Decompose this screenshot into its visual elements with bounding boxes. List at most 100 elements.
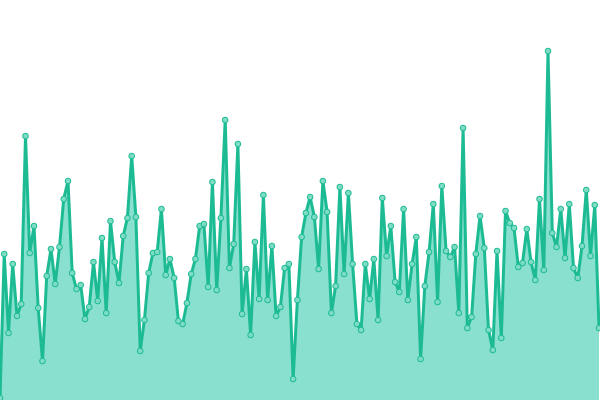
data-point-96 <box>404 296 412 304</box>
data-point-64 <box>268 242 276 250</box>
data-point-12 <box>47 245 55 253</box>
data-point-26 <box>107 217 114 225</box>
data-point-103 <box>434 298 441 306</box>
data-point-51 <box>213 286 220 294</box>
data-point-132 <box>557 205 565 213</box>
data-point-107 <box>451 243 458 251</box>
data-point-87 <box>366 295 373 303</box>
data-point-53 <box>221 116 229 124</box>
data-point-101 <box>425 248 433 256</box>
data-point-123 <box>519 259 526 267</box>
data-point-5 <box>17 300 25 308</box>
data-point-72 <box>302 209 310 217</box>
data-point-11 <box>43 272 51 280</box>
data-point-140 <box>591 201 599 209</box>
data-point-55 <box>230 240 237 248</box>
data-point-23 <box>94 297 102 305</box>
data-point-14 <box>56 243 63 251</box>
data-point-3 <box>9 260 17 268</box>
data-point-98 <box>413 233 420 241</box>
data-point-22 <box>90 258 97 266</box>
data-point-108 <box>455 309 463 317</box>
data-point-111 <box>468 313 475 321</box>
data-point-57 <box>238 310 246 318</box>
data-point-44 <box>183 299 191 307</box>
data-point-21 <box>85 303 93 311</box>
data-point-34 <box>141 316 148 324</box>
data-point-139 <box>587 252 594 260</box>
data-point-86 <box>362 260 369 268</box>
data-point-81 <box>340 270 348 278</box>
data-point-10 <box>39 357 46 365</box>
data-point-7 <box>26 249 34 257</box>
data-point-106 <box>447 253 454 261</box>
data-point-105 <box>442 247 450 255</box>
series-line <box>0 49 600 399</box>
data-point-133 <box>561 254 569 262</box>
data-point-8 <box>30 222 38 230</box>
data-point-70 <box>294 296 301 304</box>
data-point-46 <box>192 255 199 263</box>
data-point-83 <box>349 260 356 268</box>
data-point-2 <box>5 329 12 337</box>
data-point-89 <box>374 316 382 324</box>
data-point-43 <box>179 320 186 328</box>
data-point-92 <box>387 222 395 230</box>
data-point-32 <box>132 213 140 221</box>
data-point-82 <box>345 189 352 197</box>
data-point-73 <box>306 193 314 201</box>
data-point-109 <box>459 124 467 132</box>
data-point-24 <box>98 234 106 242</box>
data-point-markers <box>0 47 600 400</box>
data-point-52 <box>217 214 225 222</box>
data-point-35 <box>145 269 152 277</box>
data-point-110 <box>464 324 471 332</box>
data-point-49 <box>204 283 212 291</box>
data-point-16 <box>64 177 72 185</box>
data-point-130 <box>548 229 556 237</box>
data-point-115 <box>485 326 492 334</box>
data-point-66 <box>277 303 284 311</box>
data-point-59 <box>247 331 254 339</box>
data-point-114 <box>480 244 488 252</box>
data-point-76 <box>319 177 327 185</box>
data-point-131 <box>553 243 560 251</box>
data-point-19 <box>77 281 85 289</box>
data-point-4 <box>13 312 21 320</box>
data-point-91 <box>383 252 390 260</box>
data-point-88 <box>370 255 378 263</box>
data-point-63 <box>264 296 271 304</box>
data-point-18 <box>73 285 80 293</box>
data-point-116 <box>489 346 497 354</box>
data-point-62 <box>260 191 267 199</box>
data-point-48 <box>200 220 208 228</box>
data-point-79 <box>332 282 339 290</box>
data-point-27 <box>111 258 119 266</box>
data-point-122 <box>514 263 522 271</box>
data-point-65 <box>272 312 280 320</box>
data-point-90 <box>379 194 386 202</box>
data-point-0 <box>0 394 4 400</box>
data-point-84 <box>353 320 361 328</box>
data-point-78 <box>328 309 335 317</box>
data-point-29 <box>119 232 127 240</box>
data-point-104 <box>438 182 446 190</box>
data-point-41 <box>170 274 178 282</box>
data-point-138 <box>582 186 590 194</box>
data-point-120 <box>506 219 514 227</box>
data-point-75 <box>315 265 322 273</box>
data-point-112 <box>472 250 480 258</box>
data-point-60 <box>251 238 259 246</box>
data-point-74 <box>311 213 318 221</box>
data-point-61 <box>255 295 263 303</box>
data-point-67 <box>281 264 288 272</box>
data-point-25 <box>102 309 110 317</box>
data-point-113 <box>476 212 484 220</box>
data-point-6 <box>22 132 29 140</box>
data-point-125 <box>527 258 535 266</box>
area-fill <box>0 51 599 400</box>
data-point-31 <box>128 152 135 160</box>
data-point-33 <box>136 347 144 355</box>
data-point-117 <box>493 247 501 255</box>
